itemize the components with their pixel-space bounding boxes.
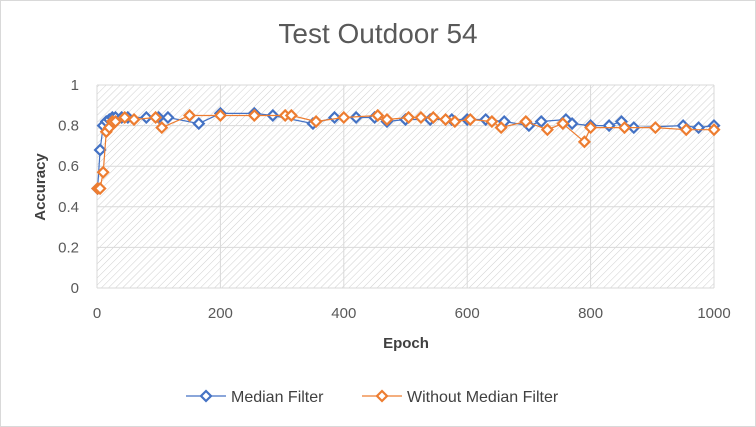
without-median-filter-point — [402, 110, 416, 125]
x-tick-label: 800 — [578, 305, 603, 322]
without-median-filter-point — [414, 110, 428, 125]
median-filter-point — [534, 114, 548, 129]
without-median-filter-point — [448, 114, 462, 129]
without-median-filter-point — [584, 121, 598, 135]
median-filter-point — [93, 143, 107, 157]
without-median-filter-point — [96, 165, 110, 179]
x-tick-label: 1000 — [697, 305, 730, 322]
without-median-filter-point — [519, 114, 533, 129]
without-median-filter-point — [284, 108, 298, 123]
without-median-filter-point — [540, 123, 554, 137]
without-median-filter-point — [127, 112, 141, 127]
without-median-filter-point — [182, 108, 197, 123]
y-axis-title: Accuracy — [32, 153, 49, 221]
without-median-filter-legend-marker — [375, 389, 389, 403]
without-median-filter-point — [463, 112, 477, 127]
y-tick-label: 0.8 — [58, 118, 79, 135]
without-median-filter-point — [648, 121, 662, 135]
without-median-filter-point — [155, 121, 169, 135]
y-tick-labels: 0 0.2 0.4 0.6 0.8 1 — [58, 77, 79, 297]
without-median-filter-point — [93, 181, 107, 196]
x-tick-label: 0 — [93, 305, 101, 322]
without-median-filter-point — [707, 123, 721, 137]
x-tick-label: 600 — [455, 305, 480, 322]
without-median-filter-point — [679, 123, 693, 137]
median-filter-point — [327, 110, 342, 125]
without-median-filter-point — [380, 112, 394, 127]
without-median-filter-point — [371, 108, 385, 123]
without-median-filter-point — [149, 110, 163, 125]
without-median-filter-point — [213, 108, 227, 123]
median-filter-legend-label: Median Filter — [231, 389, 324, 406]
y-tick-label: 1 — [71, 77, 79, 94]
y-tick-label: 0.4 — [58, 199, 79, 216]
without-median-filter-point — [337, 110, 351, 125]
without-median-filter-point — [439, 112, 453, 127]
median-filter-point — [692, 121, 706, 135]
y-tick-label: 0.6 — [58, 158, 79, 175]
without-median-filter-point — [577, 135, 591, 149]
without-median-filter-point — [118, 110, 132, 125]
chart-title: Test Outdoor 54 — [278, 18, 478, 49]
without-median-filter-point — [494, 121, 508, 135]
without-median-filter-point — [485, 114, 499, 129]
legend: Median Filter Without Median Filter — [186, 389, 559, 406]
without-median-filter-point — [309, 114, 323, 129]
median-filter-point — [161, 110, 175, 125]
x-tick-label: 400 — [331, 305, 356, 322]
without-median-filter-point — [556, 117, 570, 131]
x-tick-label: 200 — [208, 305, 233, 322]
without-median-filter-point — [108, 114, 123, 129]
without-median-filter-point — [247, 108, 261, 123]
without-median-filter-legend-label: Without Median Filter — [407, 389, 559, 406]
y-tick-label: 0 — [71, 280, 79, 297]
median-filter-point — [565, 117, 579, 131]
median-filter-legend-marker — [199, 389, 213, 403]
without-median-filter-point — [617, 121, 632, 135]
without-median-filter-point — [426, 110, 440, 125]
x-axis-title: Epoch — [383, 335, 429, 352]
series-group — [91, 106, 721, 196]
median-filter-point — [349, 110, 363, 125]
median-filter-point — [139, 110, 153, 125]
median-filter-point — [192, 117, 206, 131]
x-tick-labels: 0 200 400 600 800 1000 — [93, 305, 731, 322]
y-tick-label: 0.2 — [58, 239, 79, 256]
median-filter-point — [602, 119, 616, 133]
